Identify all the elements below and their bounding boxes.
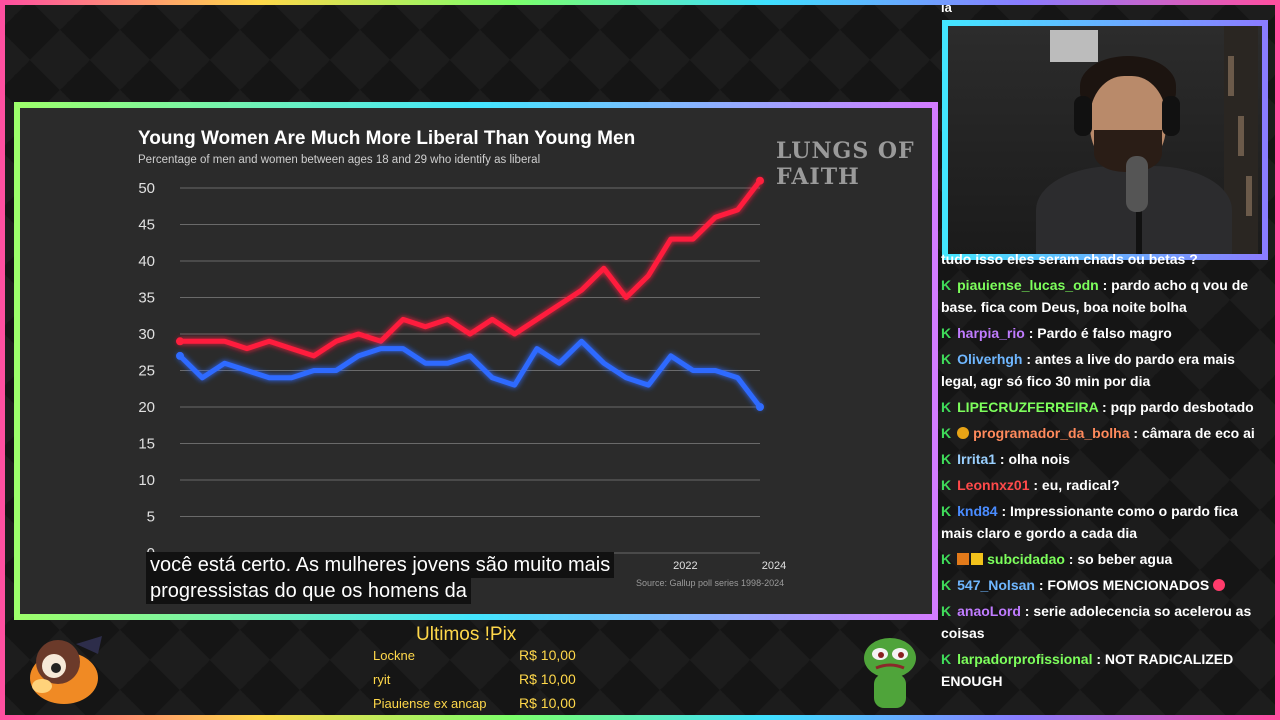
coin-badge-icon (957, 427, 970, 439)
chart-panel: Young Women Are Much More Liberal Than Y… (20, 108, 932, 614)
alert-emote-icon (1213, 579, 1226, 591)
data-point (176, 337, 184, 346)
chat-message: tudo isso eles seram chads ou betas ? (941, 248, 1271, 270)
series-line-1 (177, 338, 763, 410)
y-tick-label: 25 (138, 363, 155, 380)
x-tick-label: 2022 (673, 560, 697, 572)
x-tick-label: 2024 (762, 560, 786, 572)
chat-text: : olha nois (996, 451, 1070, 467)
chat-username[interactable]: knd84 (957, 503, 998, 519)
moderator-badge-icon: K (941, 351, 952, 367)
chat-username[interactable]: Oliverhgh (957, 351, 1023, 367)
chat-username[interactable]: piauiense_lucas_odn (957, 277, 1099, 293)
moderator-badge-icon: K (941, 551, 952, 567)
pix-donor: Lockne (373, 648, 415, 663)
chat-text: : FOMOS MENCIONADOS (1034, 577, 1210, 593)
moderator-badge-icon: K (941, 451, 952, 467)
main-content-frame: Young Women Are Much More Liberal Than Y… (14, 102, 938, 620)
cartoon-mascot-left (30, 636, 102, 704)
y-tick-label: 40 (138, 253, 155, 270)
moderator-badge-icon: K (941, 277, 952, 293)
data-point (176, 351, 184, 360)
chat-text: : Pardo é falso magro (1024, 325, 1172, 341)
moderator-badge-icon: K (941, 503, 952, 519)
data-point (756, 403, 764, 411)
chat-message: K LIPECRUZFERREIRA : pqp pardo desbotado (941, 396, 1271, 418)
chat-username[interactable]: Leonnxz01 (957, 477, 1030, 493)
chat-text: : so beber agua (1064, 551, 1173, 567)
wall-poster (1050, 30, 1098, 62)
pix-donor: Piauiense ex ancap (373, 696, 487, 711)
moderator-badge-icon: K (941, 477, 952, 493)
chat-username[interactable]: 547_Nolsan (957, 577, 1035, 593)
webcam-feed (942, 20, 1268, 260)
webcam-scene (948, 26, 1262, 254)
pix-title: Ultimos !Pix (416, 624, 517, 645)
y-tick-label: 15 (138, 436, 155, 453)
moderator-badge-icon: K (941, 325, 952, 341)
chart-source: Source: Gallup poll series 1998-2024 (636, 578, 785, 588)
y-tick-label: 35 (138, 290, 155, 307)
y-tick-label: 10 (138, 472, 155, 489)
chat-text: : pqp pardo desbotado (1098, 399, 1254, 415)
microphone (1126, 156, 1148, 212)
pix-amount: R$ 10,00 (519, 695, 576, 711)
moderator-badge-icon: K (941, 399, 952, 415)
chat-username[interactable]: anaoLord (957, 603, 1021, 619)
chat-username[interactable]: LIPECRUZFERREIRA (957, 399, 1099, 415)
moderator-badge-icon: K (941, 425, 952, 441)
chat-text: : câmara de eco ai (1129, 425, 1255, 441)
chat-username[interactable]: larpadorprofissional (957, 651, 1093, 667)
crown-badge-icon (971, 553, 984, 565)
y-tick-label: 5 (147, 509, 155, 526)
chat-username[interactable]: harpia_rio (957, 325, 1025, 341)
y-tick-label: 45 (138, 217, 155, 234)
y-tick-label: 50 (138, 180, 155, 197)
series-line-0 (177, 178, 763, 359)
chat-username[interactable]: Irrita1 (957, 451, 997, 467)
chat-message: K Oliverhgh : antes a live do pardo era m… (941, 348, 1271, 392)
line-chart: 0510152025303540455020222024 (138, 176, 786, 572)
data-point (756, 176, 764, 185)
pix-amount: R$ 10,00 (519, 671, 576, 687)
subtitle-caption: você está certo. As mulheres jovens são … (146, 552, 615, 604)
moderator-badge-icon: K (941, 577, 952, 593)
chat-message: K Irrita1 : olha nois (941, 448, 1271, 470)
chat-text: tudo isso eles seram chads ou betas ? (941, 251, 1198, 267)
caption-line-2: progressistas do que os homens da (146, 578, 471, 604)
chat-username[interactable]: programador_da_bolha (973, 425, 1130, 441)
moderator-badge-icon: K (941, 651, 952, 667)
chat-message: K Leonnxz01 : eu, radical? (941, 474, 1271, 496)
chat-username[interactable]: subcidadao (987, 551, 1065, 567)
headphone-right (1162, 96, 1180, 136)
pepe-frog-mascot (864, 638, 916, 708)
pix-donor: ryit (373, 672, 391, 687)
chat-message: K 547_Nolsan : FOMOS MENCIONADOS (941, 574, 1271, 596)
chat-top-fragment: la (941, 0, 952, 15)
pix-amount: R$ 10,00 (519, 647, 576, 663)
moderator-badge-icon: K (941, 603, 952, 619)
chat-text: : eu, radical? (1029, 477, 1120, 493)
y-tick-label: 20 (138, 399, 155, 416)
headphone-left (1074, 96, 1092, 136)
y-tick-label: 30 (138, 326, 155, 343)
caption-line-1: você está certo. As mulheres jovens são … (146, 552, 615, 578)
gift-badge-icon (957, 553, 970, 565)
